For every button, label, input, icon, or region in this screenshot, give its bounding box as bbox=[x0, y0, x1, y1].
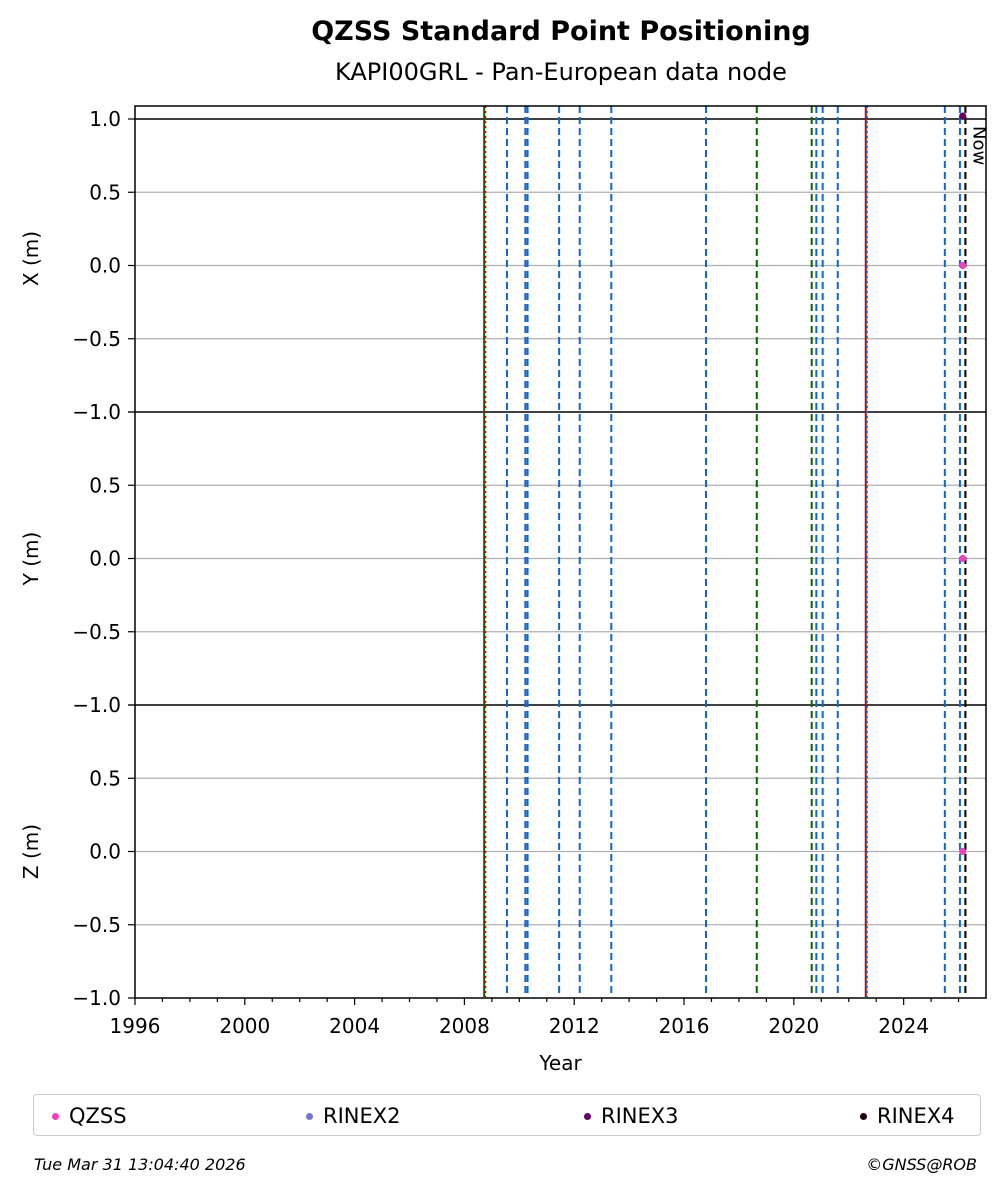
y-tick-label: 1.0 bbox=[89, 107, 121, 131]
legend: QZSS RINEX2 RINEX3 RINEX4 bbox=[33, 1094, 981, 1136]
legend-marker-rinex4 bbox=[860, 1112, 867, 1120]
position-timeseries-chart: 1.0 0.5 0.0 −0.5 −1.0 X (m) 0.5 0.0 −0.5 −1.0 Y (m… bbox=[19, 105, 989, 1075]
data-point-rinex3 bbox=[959, 112, 967, 120]
legend-item-rinex3: RINEX3 bbox=[584, 1104, 679, 1128]
chart-subtitle: KAPI00GRL - Pan-European data node bbox=[335, 58, 787, 86]
data-point-qzss bbox=[959, 554, 967, 563]
chart-title: QZSS Standard Point Positioning bbox=[311, 16, 811, 47]
legend-marker-rinex3 bbox=[584, 1112, 591, 1120]
legend-item-qzss: QZSS bbox=[52, 1104, 127, 1128]
x-tick-label: 2020 bbox=[768, 1014, 819, 1038]
y-tick-label: −0.5 bbox=[72, 913, 121, 937]
y-axis-label: Z (m) bbox=[19, 824, 43, 879]
legend-marker-qzss bbox=[52, 1112, 59, 1120]
x-tick-label: 1996 bbox=[110, 1014, 161, 1038]
y-tick-label: 0.5 bbox=[89, 766, 121, 790]
now-label: Now bbox=[968, 126, 989, 165]
y-tick-label: 0.0 bbox=[89, 254, 121, 278]
plot-frame bbox=[134, 105, 987, 999]
legend-label-rinex2: RINEX2 bbox=[323, 1104, 401, 1128]
x-tick-label: 2004 bbox=[329, 1014, 380, 1038]
x-tick-label: 2016 bbox=[659, 1014, 710, 1038]
x-tick-label: 2000 bbox=[219, 1014, 270, 1038]
x-tick-label: 2024 bbox=[878, 1014, 929, 1038]
x-axis-label: Year bbox=[538, 1051, 582, 1075]
data-point-qzss bbox=[959, 261, 967, 270]
legend-item-rinex4: RINEX4 bbox=[860, 1104, 955, 1128]
y-tick-label: 0.0 bbox=[89, 547, 121, 571]
y-tick-label: 0.0 bbox=[89, 840, 121, 864]
y-tick-label: −1.0 bbox=[72, 400, 121, 424]
generated-timestamp: Tue Mar 31 13:04:40 2026 bbox=[34, 1155, 246, 1174]
legend-label-rinex3: RINEX3 bbox=[601, 1104, 679, 1128]
y-tick-label: −1.0 bbox=[72, 693, 121, 717]
legend-marker-rinex2 bbox=[306, 1112, 313, 1120]
y-tick-label: −0.5 bbox=[72, 327, 121, 351]
y-axis-label: X (m) bbox=[19, 231, 43, 286]
legend-label-qzss: QZSS bbox=[69, 1104, 127, 1128]
y-tick-label: 0.5 bbox=[89, 473, 121, 497]
x-tick-label: 2012 bbox=[549, 1014, 600, 1038]
x-tick-label: 2008 bbox=[439, 1014, 490, 1038]
credit-text: ©GNSS@ROB bbox=[866, 1155, 977, 1174]
legend-label-rinex4: RINEX4 bbox=[877, 1104, 955, 1128]
y-axis-label: Y (m) bbox=[19, 532, 43, 587]
data-point-qzss bbox=[959, 847, 967, 856]
y-tick-label: 0.5 bbox=[89, 180, 121, 204]
legend-item-rinex2: RINEX2 bbox=[306, 1104, 401, 1128]
y-tick-label: −0.5 bbox=[72, 620, 121, 644]
y-tick-label: −1.0 bbox=[72, 986, 121, 1010]
